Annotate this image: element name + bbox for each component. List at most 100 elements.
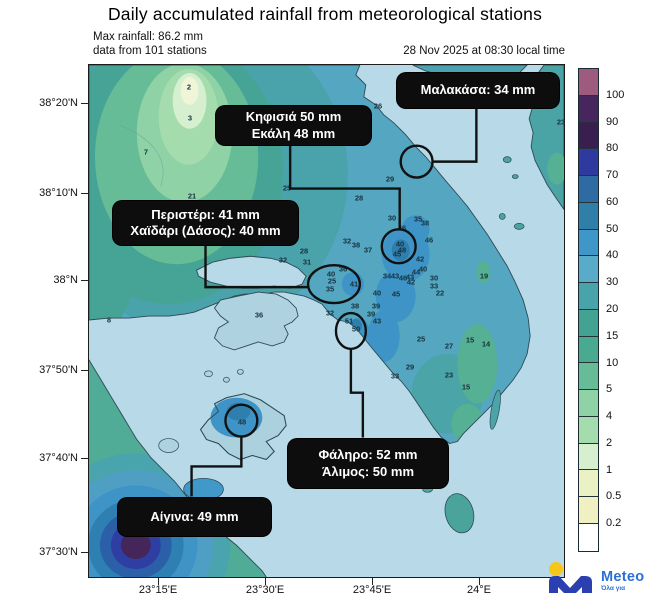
meteo-logo-mark bbox=[549, 562, 592, 593]
colorbar-segment bbox=[579, 416, 598, 444]
station-value: 2 bbox=[186, 82, 192, 92]
x-tick-line bbox=[264, 578, 266, 585]
station-value: 46 bbox=[398, 273, 408, 283]
station-value: 32 bbox=[325, 308, 335, 318]
colorbar-segment bbox=[579, 149, 598, 177]
station-value: 45 bbox=[391, 289, 401, 299]
colorbar-label: 5 bbox=[606, 383, 613, 396]
station-value: 34 bbox=[382, 271, 392, 281]
makronisos-island bbox=[489, 389, 501, 430]
colorbar-segment bbox=[579, 283, 598, 310]
colorbar-segment bbox=[579, 524, 598, 551]
max-rainfall-text: Max rainfall: 86.2 mm bbox=[93, 31, 203, 43]
salamina-island bbox=[213, 291, 299, 351]
station-value: 3 bbox=[187, 113, 193, 123]
map-panel: 2 3 7 21 26 23 29 25 28 30 35 38 46 32 38 37 28 32 31 36 40 2… bbox=[88, 64, 644, 593]
callout-peristeri-line: Περιστέρι: 41 mm bbox=[151, 206, 260, 222]
colorbar-segment bbox=[579, 256, 598, 284]
station-value: 43 bbox=[390, 271, 400, 281]
colorbar-label: 60 bbox=[606, 195, 619, 208]
colorbar-label: 0.2 bbox=[606, 517, 622, 530]
station-value: 38 bbox=[420, 218, 430, 228]
station-value: 35 bbox=[413, 214, 423, 224]
station-value: 27 bbox=[444, 341, 454, 351]
y-tick-line bbox=[81, 369, 88, 371]
colorbar-label: 20 bbox=[606, 303, 619, 315]
y-tick-label: 38°20'N bbox=[39, 97, 78, 109]
x-tick-label: 24°E bbox=[467, 584, 491, 593]
callout-peristeri: Περιστέρι: 41 mm Χαϊδάρι (Δάσος): 40 mm bbox=[113, 201, 298, 245]
station-value: 23 bbox=[556, 117, 566, 127]
station-value: 8 bbox=[106, 315, 112, 325]
callout-faliro-line: Άλιμος: 50 mm bbox=[321, 463, 414, 479]
y-tick-label: 37°30'N bbox=[39, 546, 78, 558]
station-value: 32 bbox=[342, 236, 352, 246]
station-value: 25 bbox=[416, 334, 426, 344]
station-value: 43 bbox=[372, 316, 382, 326]
colorbar bbox=[578, 68, 599, 552]
y-tick-line bbox=[81, 192, 88, 194]
colorbar-segment bbox=[579, 363, 598, 391]
callout-kifisia-line: Κηφισιά 50 mm bbox=[245, 109, 342, 124]
x-tick-line bbox=[478, 578, 480, 585]
station-value: 21 bbox=[187, 191, 197, 201]
colorbar-label: 4 bbox=[606, 410, 613, 423]
colorbar-label: 70 bbox=[606, 169, 619, 182]
y-tick-label: 37°40'N bbox=[39, 452, 78, 464]
colorbar-segment bbox=[579, 470, 598, 498]
station-count-text: data from 101 stations bbox=[93, 45, 207, 57]
logo-wordmark: Meteo bbox=[601, 569, 645, 585]
colorbar-segment bbox=[579, 497, 598, 525]
callout-kifisia-line: Εκάλη 48 mm bbox=[251, 125, 336, 141]
colorbar-segment bbox=[579, 69, 598, 96]
station-value: 42 bbox=[415, 254, 425, 264]
station-value: 37 bbox=[363, 245, 373, 255]
x-tick-label: 23°15'E bbox=[138, 584, 178, 593]
y-tick-label: 38°10'N bbox=[39, 187, 78, 199]
callout-faliro-line: Φάληρο: 52 mm bbox=[318, 447, 418, 462]
x-tick-line bbox=[157, 578, 159, 585]
station-value: 38 bbox=[351, 240, 361, 250]
logo-m-glyph bbox=[549, 576, 592, 593]
station-value: 46 bbox=[424, 235, 434, 245]
colorbar-label: 10 bbox=[606, 356, 619, 369]
colorbar-label: 1 bbox=[606, 463, 613, 476]
station-value: 40 bbox=[372, 288, 382, 298]
colorbar-segment bbox=[579, 176, 598, 203]
colorbar-label: 40 bbox=[606, 249, 619, 262]
x-tick-label: 23°45'E bbox=[352, 584, 392, 593]
station-value: 43 bbox=[405, 272, 415, 282]
logo-sun-dot bbox=[549, 562, 563, 576]
station-value: 19 bbox=[479, 271, 489, 281]
station-value: 38 bbox=[350, 301, 360, 311]
callout-kifisia: Κηφισιά 50 mm Εκάλη 48 mm bbox=[216, 106, 371, 145]
callout-aigina: Αίγινα: 49 mm bbox=[118, 498, 271, 536]
colorbar-segment bbox=[579, 95, 598, 123]
x-tick-line bbox=[371, 578, 373, 585]
callout-malakasa-line: Μαλακάσα: 34 mm bbox=[420, 82, 536, 98]
colorbar-label: 50 bbox=[606, 222, 619, 235]
station-value: 14 bbox=[481, 339, 491, 349]
callout-malakasa: Μαλακάσα: 34 mm bbox=[397, 73, 559, 108]
station-value: 33 bbox=[429, 281, 439, 291]
station-value: 22 bbox=[435, 288, 445, 298]
saronic-islets bbox=[158, 368, 244, 453]
page-title: Daily accumulated rainfall from meteorol… bbox=[107, 4, 543, 24]
station-value: 33 bbox=[390, 371, 400, 381]
station-value: 30 bbox=[429, 273, 439, 283]
kea-island bbox=[444, 493, 475, 534]
colorbar-label: 15 bbox=[606, 329, 619, 342]
y-tick-label: 37°50'N bbox=[39, 364, 78, 376]
callouts-layer: Μαλακάσα: 34 mm Κηφισιά 50 mm Εκάλη 48 mm Π… bbox=[89, 65, 564, 577]
station-value: 26 bbox=[373, 101, 383, 111]
station-value: 42 bbox=[406, 277, 416, 287]
colorbar-label: 2 bbox=[606, 436, 613, 449]
station-value: 39 bbox=[371, 301, 381, 311]
colorbar-segment bbox=[579, 336, 598, 364]
station-value: 15 bbox=[465, 335, 475, 345]
colorbar-label: 0.5 bbox=[606, 490, 622, 503]
station-value: 40 bbox=[418, 264, 428, 274]
callout-peristeri-line: Χαϊδάρι (Δάσος): 40 mm bbox=[130, 223, 281, 238]
station-value: 23 bbox=[444, 370, 454, 380]
